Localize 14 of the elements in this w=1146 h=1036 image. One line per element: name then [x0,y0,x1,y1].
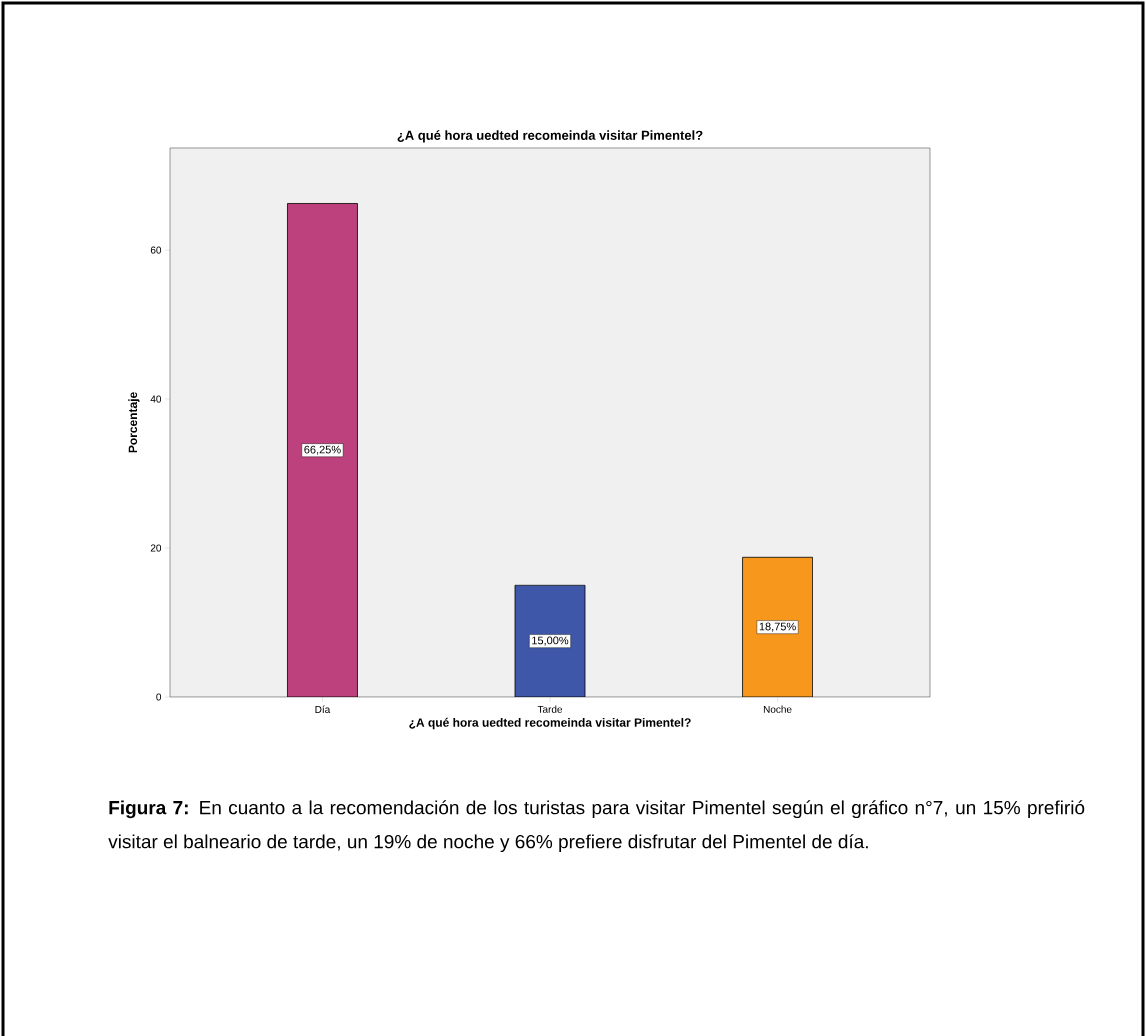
text: Figura 7: En cuanto a la recomendación de los turistas para visitar Pimentel según el gráfico n°7, un 15% prefirió visitar el balneario de tarde, un 19% de noche y 66% prefiere disfrutar del Pimentel de día. [108,800,1085,853]
x-tick-label: Noche [763,705,792,713]
data-label: 18,75% [759,622,796,632]
x-tick-label: Tarde [537,705,563,713]
data-label: 66,25% [304,445,341,455]
x-tick-label: Día [315,705,331,713]
x-axis-title: ¿A qué hora uedted recomeinda visitar Pimentel? [409,717,691,730]
y-axis-title: Porcentaje [128,392,140,453]
chart-title: ¿A qué hora uedted recomeinda visitar Pimentel? [397,130,703,143]
y-tick-label: 40 [150,395,162,403]
y-tick-label: 60 [150,246,162,254]
data-label: 15,00% [532,636,569,646]
y-tick-label: 0 [156,693,162,701]
y-tick-label: 20 [150,544,162,552]
